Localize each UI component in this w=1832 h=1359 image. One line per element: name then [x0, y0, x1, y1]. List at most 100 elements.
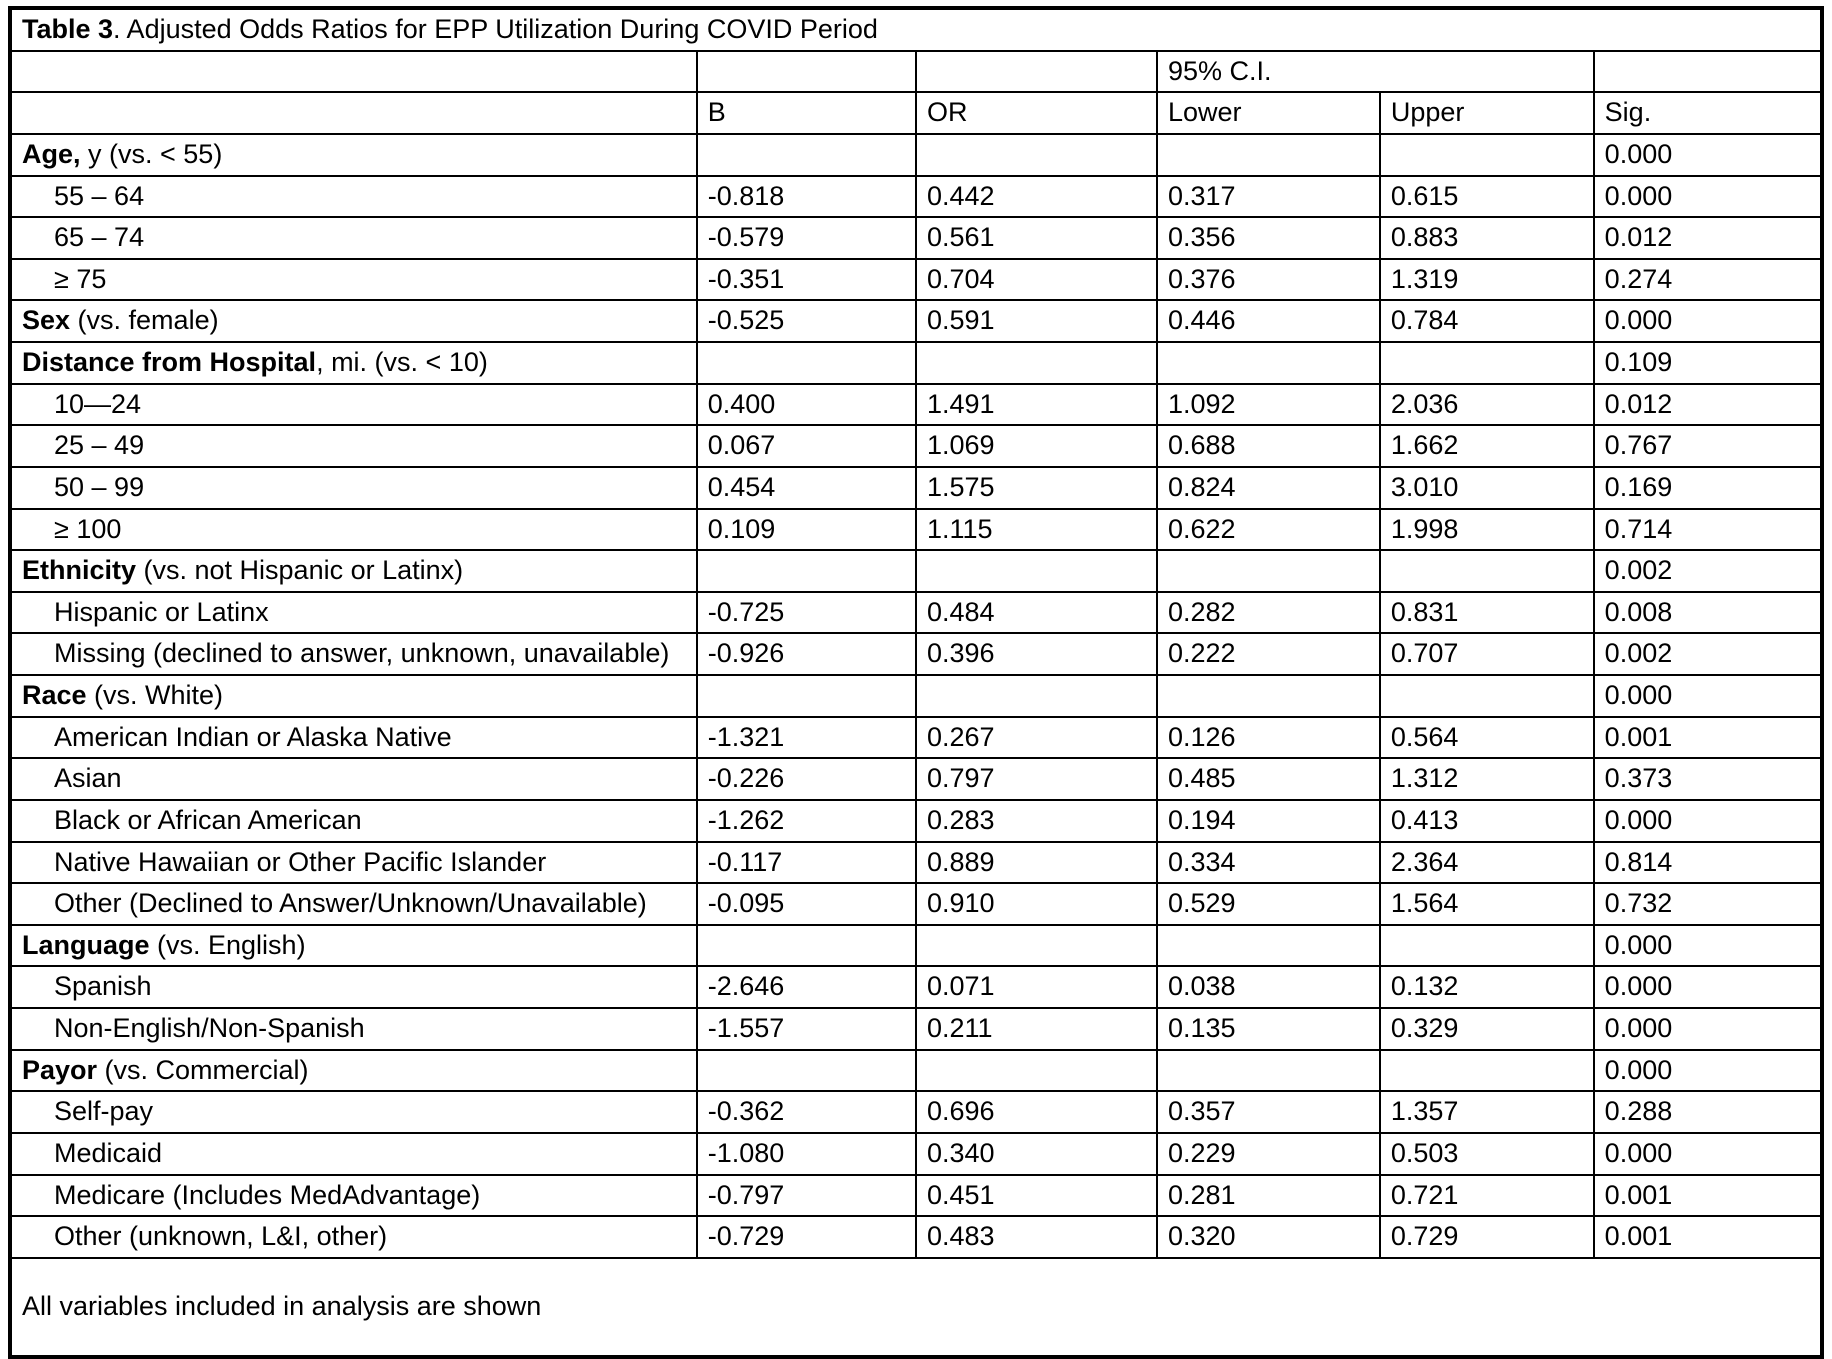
cell-sig: 0.000 [1592, 674, 1824, 718]
cell-b: -0.797 [695, 1173, 918, 1218]
row-label: Asian [9, 757, 698, 801]
cell-or: 0.696 [915, 1090, 1158, 1134]
cell-upper: 1.564 [1378, 882, 1595, 926]
row-label: ≥ 100 [9, 507, 698, 552]
cell-or: 1.115 [915, 507, 1158, 552]
table-row: Age, y (vs. < 55) 0.000 [9, 132, 1824, 177]
row-label: American Indian or Alaska Native [9, 715, 698, 760]
cell-lower: 0.317 [1155, 174, 1381, 219]
cell-lower: 0.529 [1155, 882, 1381, 926]
cell-sig: 0.109 [1592, 341, 1824, 385]
empty-cell [9, 91, 698, 135]
row-label: ≥ 75 [9, 257, 698, 302]
cell-upper [1378, 674, 1595, 718]
cell-b: -1.080 [695, 1131, 918, 1176]
row-label: Age, y (vs. < 55) [9, 132, 698, 177]
cell-upper: 2.036 [1378, 382, 1595, 427]
cell-sig: 0.000 [1592, 965, 1824, 1009]
cell-b: 0.109 [695, 507, 918, 552]
empty-cell [695, 49, 918, 94]
cell-sig: 0.288 [1592, 1090, 1824, 1134]
row-label: Medicaid [9, 1131, 698, 1176]
cell-upper [1378, 341, 1595, 385]
cell-or: 0.591 [915, 299, 1158, 343]
cell-sig: 0.001 [1592, 715, 1824, 760]
cell-b: -0.351 [695, 257, 918, 302]
cell-upper: 3.010 [1378, 465, 1595, 510]
cell-lower: 0.446 [1155, 299, 1381, 343]
table-row: Hispanic or Latinx -0.725 0.484 0.282 0.831 0… [9, 590, 1824, 635]
cell-upper [1378, 1048, 1595, 1093]
cell-b: -1.262 [695, 798, 918, 843]
cell-b: -0.226 [695, 757, 918, 801]
column-header-upper: Upper [1378, 91, 1595, 135]
cell-sig: 0.000 [1592, 132, 1824, 177]
table-title-number: Table 3 [22, 14, 114, 44]
cell-b [695, 923, 918, 968]
cell-lower: 0.281 [1155, 1173, 1381, 1218]
cell-lower: 0.357 [1155, 1090, 1381, 1134]
table-row: Other (Declined to Answer/Unknown/Unavai… [9, 882, 1824, 926]
cell-b: -0.926 [695, 632, 918, 676]
cell-or: 0.442 [915, 174, 1158, 219]
table-row: 50 – 99 0.454 1.575 0.824 3.010 0.169 [9, 465, 1824, 510]
cell-lower: 0.320 [1155, 1215, 1381, 1259]
cell-lower [1155, 674, 1381, 718]
cell-upper: 1.312 [1378, 757, 1595, 801]
cell-upper: 0.329 [1378, 1007, 1595, 1051]
cell-or: 0.071 [915, 965, 1158, 1009]
row-label: Medicare (Includes MedAdvantage) [9, 1173, 698, 1218]
table-row: ≥ 100 0.109 1.115 0.622 1.998 0.714 [9, 507, 1824, 552]
empty-cell [9, 49, 698, 94]
cell-b [695, 674, 918, 718]
cell-upper: 1.998 [1378, 507, 1595, 552]
cell-lower: 0.222 [1155, 632, 1381, 676]
row-label: Race (vs. White) [9, 674, 698, 718]
cell-lower [1155, 549, 1381, 593]
cell-lower: 0.194 [1155, 798, 1381, 843]
cell-sig: 0.000 [1592, 174, 1824, 219]
cell-lower: 0.334 [1155, 840, 1381, 885]
cell-lower: 0.135 [1155, 1007, 1381, 1051]
table-row: Non-English/Non-Spanish -1.557 0.211 0.135 0… [9, 1007, 1824, 1051]
row-label-bold: Sex [22, 305, 71, 336]
table-row: Payor (vs. Commercial) 0.000 [9, 1048, 1824, 1093]
row-label: 65 – 74 [9, 216, 698, 260]
row-label: Native Hawaiian or Other Pacific Islande… [9, 840, 698, 885]
table-row: Spanish -2.646 0.071 0.038 0.132 0.000 [9, 965, 1824, 1009]
cell-upper [1378, 549, 1595, 593]
cell-b [695, 132, 918, 177]
cell-lower: 0.376 [1155, 257, 1381, 302]
cell-b: -0.525 [695, 299, 918, 343]
row-label-bold: Language [22, 929, 150, 960]
row-label: Language (vs. English) [9, 923, 698, 968]
row-label: Missing (declined to answer, unknown, un… [9, 632, 698, 676]
cell-upper: 0.615 [1378, 174, 1595, 219]
cell-sig: 0.000 [1592, 923, 1824, 968]
cell-lower: 0.824 [1155, 465, 1381, 510]
cell-b: -0.095 [695, 882, 918, 926]
row-label: 10—24 [9, 382, 698, 427]
cell-or: 0.267 [915, 715, 1158, 760]
table-row: Race (vs. White) 0.000 [9, 674, 1824, 718]
row-label: Non-English/Non-Spanish [9, 1007, 698, 1051]
table-row: 55 – 64 -0.818 0.442 0.317 0.615 0.000 [9, 174, 1824, 219]
cell-upper: 0.413 [1378, 798, 1595, 843]
table-row: American Indian or Alaska Native -1.321 0.… [9, 715, 1824, 760]
cell-or: 0.283 [915, 798, 1158, 843]
cell-upper: 0.721 [1378, 1173, 1595, 1218]
cell-or [915, 923, 1158, 968]
cell-upper: 0.707 [1378, 632, 1595, 676]
row-label-bold: Distance from Hospital [22, 347, 317, 377]
empty-cell [1592, 49, 1824, 94]
cell-b: -2.646 [695, 965, 918, 1009]
cell-or: 0.484 [915, 590, 1158, 635]
cell-sig: 0.000 [1592, 299, 1824, 343]
ci-header-row: 95% C.I. [9, 49, 1824, 94]
cell-upper: 1.319 [1378, 257, 1595, 302]
table-row: Distance from Hospital, mi. (vs. < 10) 0.… [9, 341, 1824, 385]
cell-upper: 0.831 [1378, 590, 1595, 635]
cell-sig: 0.000 [1592, 1048, 1824, 1093]
cell-upper: 1.357 [1378, 1090, 1595, 1134]
cell-upper: 2.364 [1378, 840, 1595, 885]
